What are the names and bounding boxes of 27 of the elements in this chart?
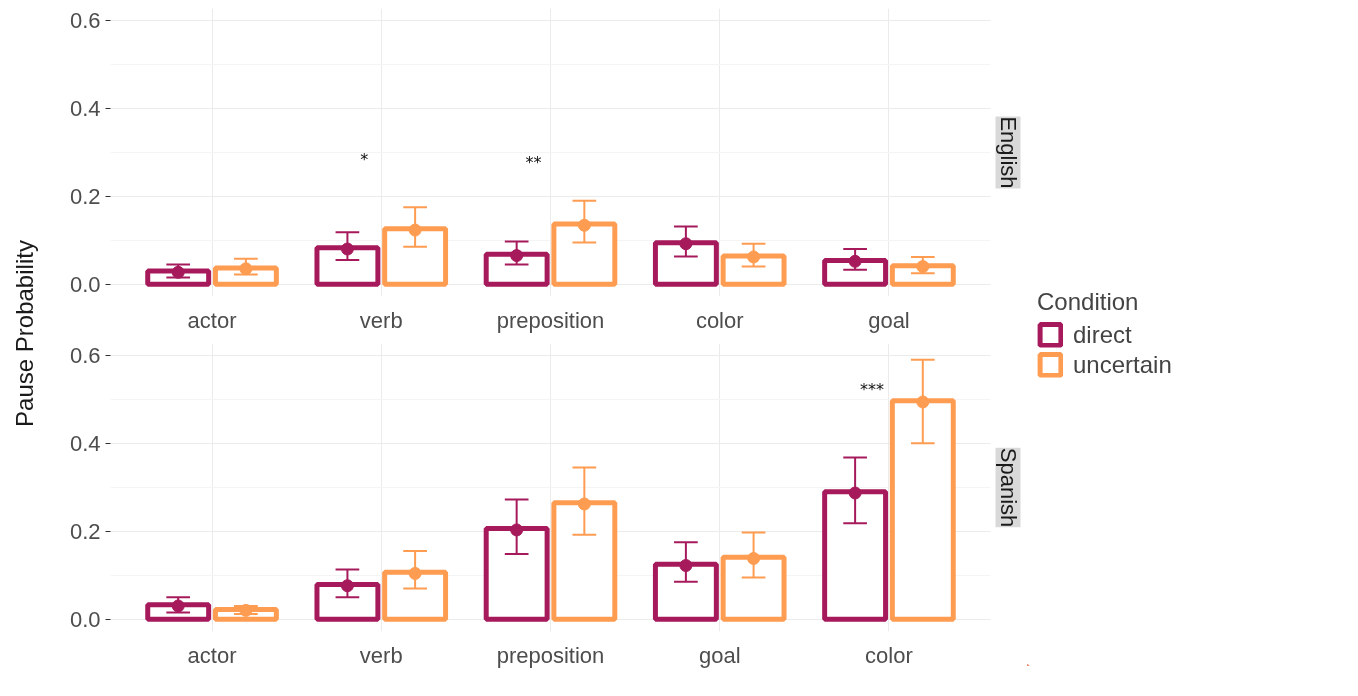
x-tick-label: verb (359, 307, 403, 333)
y-tick-label: 0.2 (69, 183, 101, 209)
x-tick-label: actor (187, 307, 237, 333)
x-tick-label: goal (698, 642, 741, 668)
legend-label: direct (1073, 320, 1132, 349)
annotation: *** (860, 380, 885, 400)
y-tick-label: 0.4 (69, 95, 101, 121)
x-tick-label: color (695, 307, 744, 333)
y-tick-label: 0.0 (69, 606, 101, 632)
text: English (995, 116, 1021, 189)
text: Spanish (995, 447, 1021, 528)
y-tick-label: 0.4 (69, 430, 101, 456)
x-tick-label: preposition (496, 642, 605, 668)
x-tick-label: color (865, 642, 913, 668)
legend-title: Condition (1037, 287, 1140, 316)
x-tick-label: actor (187, 642, 237, 668)
x-tick-label: preposition (496, 307, 605, 333)
annotation: * (360, 149, 369, 169)
y-tick-label: 0.0 (69, 271, 101, 297)
x-tick-label: goal (868, 307, 910, 333)
y-tick-label: 0.2 (69, 518, 101, 544)
y-tick-label: 0.6 (69, 342, 101, 368)
y-tick-label: 0.6 (69, 7, 101, 33)
x-tick-label: verb (359, 642, 403, 668)
y-axis-title: Pause Probability (11, 240, 38, 427)
legend-label: uncertain (1073, 350, 1172, 379)
annotation: ** (525, 153, 542, 173)
